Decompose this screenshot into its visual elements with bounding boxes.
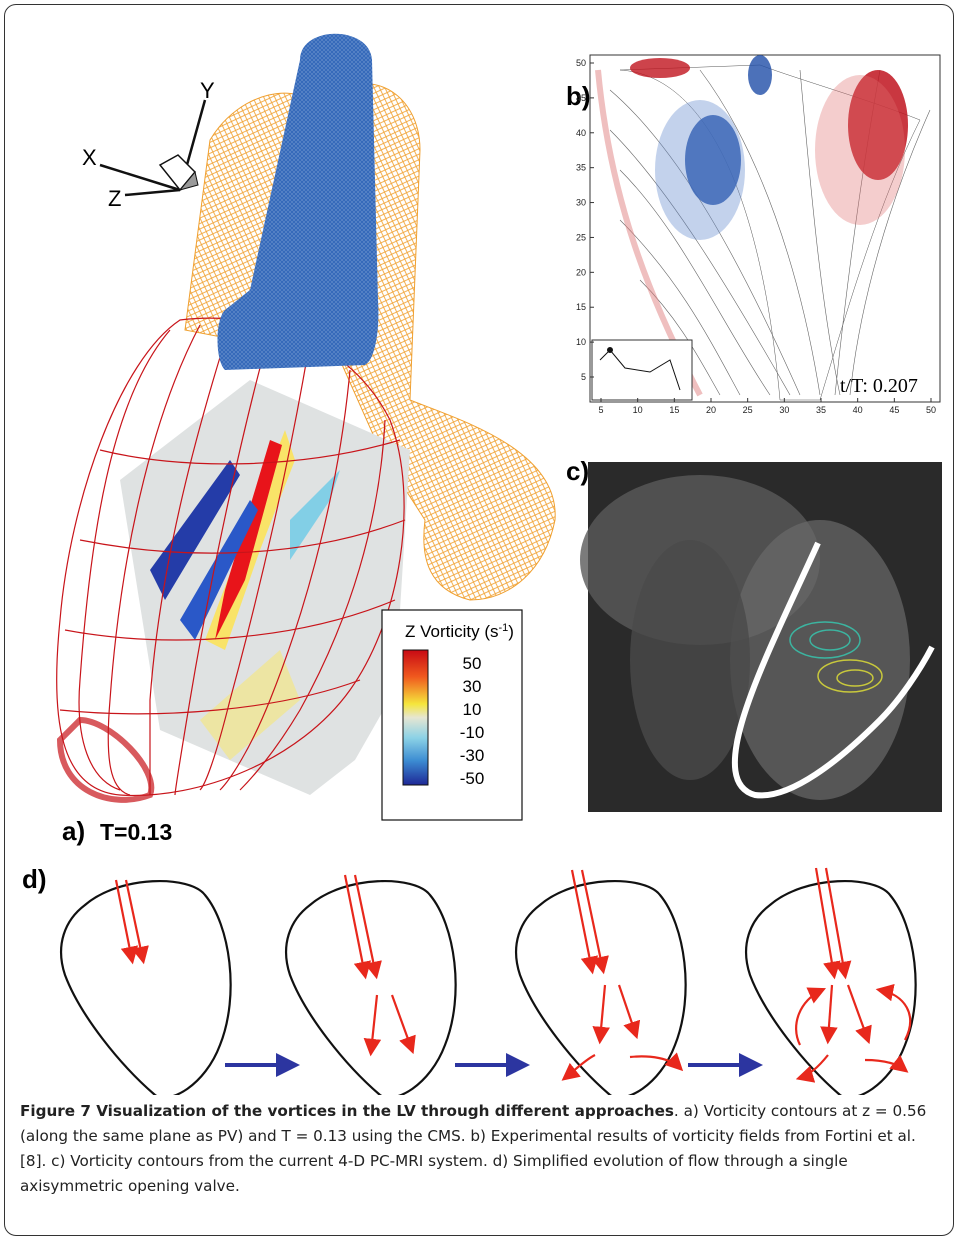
panel-c: c): [566, 456, 942, 812]
colorbar-tick-label: -10: [460, 723, 485, 742]
figure-caption: Figure 7 Visualization of the vortices i…: [20, 1099, 945, 1199]
y-tick-label: 5: [581, 372, 586, 382]
colorbar: [403, 650, 428, 785]
panel-label: a): [62, 816, 85, 846]
x-tick-label: 20: [706, 405, 716, 415]
x-tick-label: 30: [779, 405, 789, 415]
time-label: t/T: 0.207: [840, 375, 918, 397]
x-tick-label: 40: [853, 405, 863, 415]
colorbar-tick-label: 50: [463, 654, 482, 673]
inset: [592, 340, 692, 400]
vortex-arrows: [116, 868, 910, 1078]
y-tick-label: 45: [576, 93, 586, 103]
y-tick-label: 40: [576, 128, 586, 138]
figure: X Y Z a) T=0.13 Z Vorticity (s-1) 50 30 10…: [0, 0, 960, 1095]
x-tick-label: 45: [889, 405, 899, 415]
axes-triad: [100, 100, 205, 195]
colorbar-title: Z Vorticity (s-1): [405, 622, 514, 641]
y-tick-label: 35: [576, 163, 586, 173]
x-tick-label: 25: [743, 405, 753, 415]
page: {"panel_a": {"label": "a)", "time": "T=0…: [0, 0, 960, 1241]
x-tick-label: 5: [598, 405, 603, 415]
y-tick-label: 50: [576, 58, 586, 68]
axis-label: Z: [108, 186, 121, 211]
colorbar-tick-label: 30: [463, 677, 482, 696]
caption-title: Figure 7 Visualization of the vortices i…: [20, 1102, 674, 1120]
time-label: T=0.13: [100, 819, 172, 845]
x-tick-label: 10: [633, 405, 643, 415]
x-tick-label: 15: [669, 405, 679, 415]
colorbar-tick-label: -30: [460, 746, 485, 765]
y-tick-label: 15: [576, 302, 586, 312]
panel-label: c): [566, 456, 589, 486]
colorbar-tick-label: -50: [460, 769, 485, 788]
y-tick-label: 10: [576, 337, 586, 347]
panel-d: d): [22, 864, 916, 1095]
x-tick-label: 50: [926, 405, 936, 415]
y-tick-label: 30: [576, 198, 586, 208]
panel-label: d): [22, 864, 47, 894]
axis-label: X: [82, 145, 97, 170]
x-tick-label: 35: [816, 405, 826, 415]
axis-label: Y: [200, 78, 215, 103]
y-tick-label: 25: [576, 232, 586, 242]
panel-a: X Y Z a) T=0.13 Z Vorticity (s-1) 50 30 10…: [57, 34, 556, 846]
y-tick-label: 20: [576, 267, 586, 277]
colorbar-tick-label: 10: [463, 700, 482, 719]
